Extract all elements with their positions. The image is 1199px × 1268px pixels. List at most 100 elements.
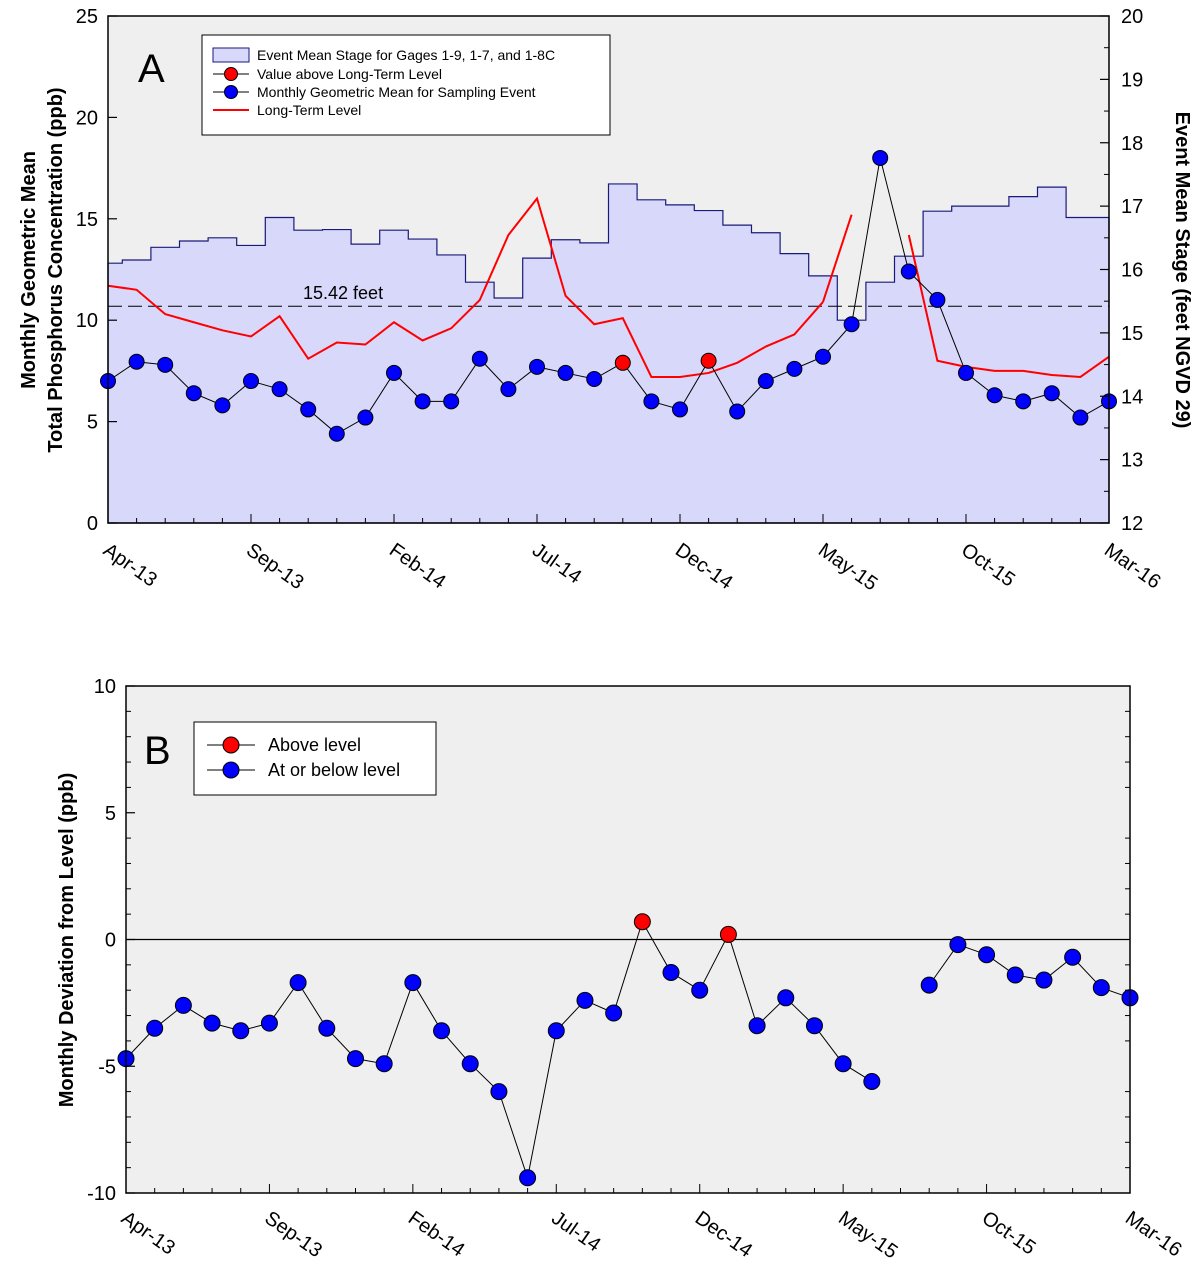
x-tick-label: May-15: [834, 1207, 901, 1263]
left-y-tick-label: 10: [76, 310, 98, 332]
legend-above-label: Value above Long-Term Level: [257, 66, 442, 82]
panel-letter-b: B: [144, 729, 171, 773]
below-level-marker: [1035, 971, 1053, 989]
legend-stage-label: Event Mean Stage for Gages 1-9, 1-7, and…: [257, 47, 555, 63]
below-level-marker: [232, 1022, 250, 1040]
legend-b: Above level At or below level: [193, 721, 437, 796]
x-axis: Apr-13 Sep-13 Feb-14 Jul-14 Dec-14 May-15 Oct-…: [117, 1184, 1186, 1263]
left-y-tick-label: 20: [76, 107, 98, 129]
geometric-mean-marker: [328, 425, 345, 442]
right-y-axis: 12 13 14 15 16 17 18 19 20: [1100, 6, 1143, 535]
above-level-marker: [719, 925, 737, 943]
geometric-mean-marker: [1043, 385, 1060, 402]
left-y-axis-title-line1: Monthly Geometric Mean: [18, 151, 40, 389]
geometric-mean-marker: [500, 381, 517, 398]
right-y-tick-label: 13: [1121, 450, 1143, 472]
geometric-mean-marker: [586, 371, 603, 388]
legend-stage-swatch: [212, 47, 250, 63]
below-level-marker: [978, 946, 996, 964]
legend-mean-label: Monthly Geometric Mean for Sampling Even…: [257, 84, 536, 100]
x-tick-label: Jul-14: [528, 539, 585, 588]
legend-b-box: [193, 721, 437, 796]
geometric-mean-marker: [128, 353, 145, 370]
geometric-mean-marker: [786, 360, 803, 377]
geometric-mean-marker: [529, 358, 545, 375]
below-level-marker: [920, 976, 938, 994]
geometric-mean-marker: [843, 316, 860, 333]
x-tick-label: Sep-13: [242, 539, 307, 594]
below-level-marker: [318, 1019, 336, 1037]
geometric-mean-marker: [185, 385, 202, 402]
below-level-marker: [805, 1017, 823, 1035]
y-axis-title: Monthly Deviation from Level (ppb): [56, 773, 78, 1107]
geometric-mean-marker: [243, 373, 259, 390]
geometric-mean-marker: [357, 409, 374, 426]
below-level-marker: [691, 981, 709, 999]
right-y-tick-label: 19: [1121, 69, 1143, 91]
right-y-tick-label: 15: [1121, 323, 1143, 345]
x-tick-label: Jul-14: [547, 1207, 604, 1256]
legend-a-box: [201, 34, 611, 136]
below-level-marker: [146, 1019, 164, 1037]
below-level-marker: [605, 1004, 623, 1022]
y-tick-label: 5: [105, 803, 116, 825]
legend-level-label: Long-Term Level: [257, 102, 361, 118]
left-y-tick-label: 25: [76, 6, 98, 28]
geometric-mean-marker: [729, 403, 746, 420]
below-level-marker: [1092, 979, 1110, 997]
geometric-mean-marker: [872, 149, 889, 166]
stage-step-area: [107, 183, 1110, 524]
below-level-marker: [949, 936, 967, 954]
geometric-mean-marker: [471, 350, 488, 367]
below-level-marker: [289, 974, 307, 992]
right-y-tick-label: 17: [1121, 196, 1143, 218]
left-y-axis: 0 5 10 15 20 25: [76, 6, 117, 535]
x-tick-label: Mar-16: [1121, 1207, 1186, 1261]
x-tick-label: Dec-14: [671, 539, 736, 594]
geometric-mean-marker: [414, 393, 431, 410]
stage-reference-label: 15.42 feet: [303, 283, 383, 303]
panel-b: -10 -5 0 5 10 Apr-13 Sep-13 Feb-14 Jul-14 Dec-14…: [56, 676, 1186, 1263]
x-tick-label: Sep-13: [261, 1207, 326, 1262]
deviation-markers: [117, 913, 1139, 1187]
x-tick-label: Mar-16: [1100, 539, 1165, 593]
geometric-mean-marker: [900, 263, 917, 280]
below-level-marker: [490, 1083, 508, 1101]
geometric-mean-marker: [958, 364, 974, 381]
x-tick-label: Feb-14: [385, 539, 450, 593]
geometric-mean-marker: [300, 401, 317, 418]
legend-mean-marker: [224, 85, 238, 99]
geometric-mean-marker: [157, 356, 174, 373]
below-level-marker: [260, 1014, 278, 1032]
above-level-marker: [633, 913, 651, 931]
x-tick-label: Dec-14: [691, 1207, 756, 1262]
long-term-level-segment-0: [107, 196, 824, 378]
legend-above-marker: [224, 67, 238, 81]
below-level-marker: [461, 1055, 479, 1073]
legend-b-below-label: At or below level: [268, 760, 400, 780]
legend-a: Event Mean Stage for Gages 1-9, 1-7, and…: [201, 34, 611, 136]
geometric-mean-marker: [214, 397, 231, 414]
above-level-marker: [614, 354, 631, 371]
below-level-marker: [662, 963, 680, 981]
y-tick-label: -5: [98, 1056, 116, 1078]
below-level-marker: [748, 1017, 766, 1035]
right-y-tick-label: 18: [1121, 133, 1143, 155]
long-term-level-line: [107, 196, 1110, 379]
right-y-axis-title: Event Mean Stage (feet NGVD 29): [1171, 112, 1193, 429]
below-level-marker: [547, 1022, 565, 1040]
geometric-mean-marker: [757, 373, 774, 390]
below-level-marker: [404, 974, 422, 992]
x-tick-label: Feb-14: [404, 1207, 469, 1261]
below-level-marker: [346, 1050, 364, 1068]
x-axis: Apr-13 Sep-13 Feb-14 Jul-14 Dec-14 May-15 Oct-…: [99, 514, 1165, 595]
legend-b-below-marker: [222, 761, 240, 779]
y-tick-label: 10: [94, 676, 116, 698]
right-y-tick-label: 14: [1121, 386, 1143, 408]
left-y-tick-label: 15: [76, 209, 98, 231]
x-tick-label: Oct-15: [978, 1207, 1040, 1259]
panel-a: 15.42 feet 0 5 10 15 20 25 12 13 14 15 16 17 18 19 20…: [18, 6, 1193, 595]
left-y-tick-label: 5: [87, 412, 98, 434]
panel-letter-a: A: [138, 47, 165, 91]
geometric-mean-marker: [271, 381, 288, 398]
